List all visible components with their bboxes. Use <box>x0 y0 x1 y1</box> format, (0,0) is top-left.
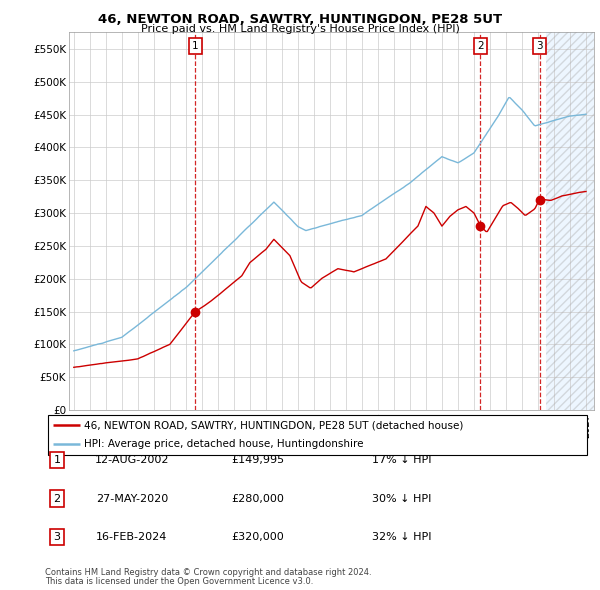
Text: 1: 1 <box>53 455 61 465</box>
Text: £280,000: £280,000 <box>232 494 284 503</box>
Text: This data is licensed under the Open Government Licence v3.0.: This data is licensed under the Open Gov… <box>45 577 313 586</box>
Text: 17% ↓ HPI: 17% ↓ HPI <box>372 455 431 465</box>
Text: 16-FEB-2024: 16-FEB-2024 <box>97 532 167 542</box>
Text: 3: 3 <box>536 41 543 51</box>
Text: 2: 2 <box>53 494 61 503</box>
FancyBboxPatch shape <box>48 415 587 455</box>
Bar <box>546 32 594 410</box>
Text: £149,995: £149,995 <box>232 455 284 465</box>
Text: 46, NEWTON ROAD, SAWTRY, HUNTINGDON, PE28 5UT (detached house): 46, NEWTON ROAD, SAWTRY, HUNTINGDON, PE2… <box>85 420 464 430</box>
Text: £320,000: £320,000 <box>232 532 284 542</box>
Text: 32% ↓ HPI: 32% ↓ HPI <box>372 532 431 542</box>
Text: Price paid vs. HM Land Registry's House Price Index (HPI): Price paid vs. HM Land Registry's House … <box>140 24 460 34</box>
Text: 1: 1 <box>192 41 199 51</box>
Text: Contains HM Land Registry data © Crown copyright and database right 2024.: Contains HM Land Registry data © Crown c… <box>45 568 371 576</box>
Text: HPI: Average price, detached house, Huntingdonshire: HPI: Average price, detached house, Hunt… <box>85 440 364 450</box>
Bar <box>546 32 594 410</box>
Text: 2: 2 <box>477 41 484 51</box>
Text: 27-MAY-2020: 27-MAY-2020 <box>96 494 168 503</box>
Text: 46, NEWTON ROAD, SAWTRY, HUNTINGDON, PE28 5UT: 46, NEWTON ROAD, SAWTRY, HUNTINGDON, PE2… <box>98 13 502 26</box>
Text: 30% ↓ HPI: 30% ↓ HPI <box>372 494 431 503</box>
Text: 3: 3 <box>53 532 61 542</box>
Text: 12-AUG-2002: 12-AUG-2002 <box>95 455 169 465</box>
